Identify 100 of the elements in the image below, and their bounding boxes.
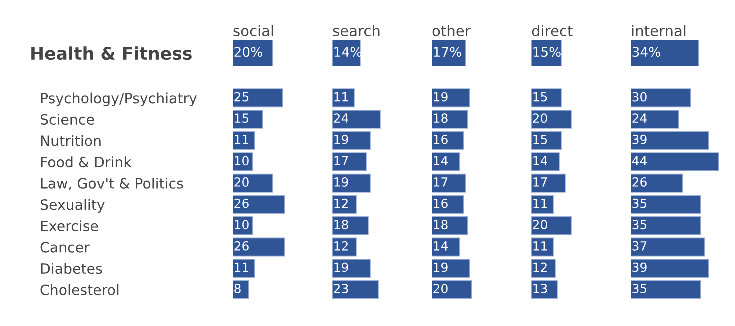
data-label: 20% [234, 47, 262, 58]
bar [631, 195, 702, 214]
data-label: 26 [632, 178, 647, 187]
data-label: 19 [434, 92, 448, 102]
y-tick-label: Cancer [40, 242, 90, 253]
data-label: 10 [235, 220, 249, 230]
bar [532, 259, 556, 278]
y-tick-label: Nutrition [41, 135, 101, 146]
bar [332, 259, 371, 278]
data-label: 14 [534, 156, 548, 166]
bar [532, 152, 560, 172]
bar [532, 216, 572, 236]
y-tick-label: Exercise [41, 220, 98, 232]
data-label: 20 [533, 220, 548, 230]
data-label: 17% [434, 47, 462, 58]
data-label: 26 [234, 198, 249, 208]
text: search [333, 25, 380, 37]
bar [332, 216, 369, 236]
data-label: 11 [235, 135, 249, 144]
data-label: 11 [334, 92, 348, 102]
bar [432, 216, 468, 236]
bar [631, 110, 680, 129]
bar [631, 88, 692, 108]
data-label: 18 [334, 220, 348, 230]
data-label: 35 [632, 284, 647, 294]
bar [332, 280, 379, 300]
bar [432, 110, 468, 129]
y-tick-label: Psychology/Psychiatry [41, 92, 198, 106]
bar [332, 131, 371, 150]
bar [532, 280, 558, 300]
bar [233, 110, 264, 129]
bar [631, 131, 710, 150]
data-label: 12 [534, 262, 547, 272]
bar [432, 88, 470, 108]
data-label: 20 [533, 114, 548, 124]
data-label: 23 [334, 284, 348, 294]
text: direct [532, 25, 573, 37]
y-tick-label: Health & Fitness [32, 46, 192, 60]
data-label: 15 [235, 114, 249, 124]
y-tick-label: Sexuality [40, 199, 105, 213]
bar [332, 238, 357, 257]
bar [332, 174, 371, 193]
bar [532, 195, 554, 214]
data-label: 11 [235, 262, 249, 272]
bar [233, 195, 286, 214]
bar [532, 238, 554, 257]
data-label: 24 [334, 114, 349, 123]
data-label: 39 [632, 134, 647, 144]
bar [233, 280, 250, 300]
data-label: 35 [632, 220, 647, 230]
data-label: 16 [434, 134, 448, 144]
data-label: 14 [434, 242, 448, 251]
data-label: 39 [632, 262, 647, 272]
bar [332, 88, 355, 108]
data-label: 17 [534, 178, 548, 187]
bar [233, 174, 274, 193]
bar [631, 238, 706, 257]
data-label: 44 [632, 156, 648, 166]
data-label: 26 [234, 241, 249, 251]
data-label: 19 [334, 134, 348, 144]
data-label: 14 [434, 156, 448, 166]
bar [532, 110, 572, 129]
bar [332, 152, 367, 172]
y-tick-label: Food & Drink [41, 156, 132, 168]
data-label: 25 [234, 92, 249, 102]
bar [233, 238, 286, 257]
data-label: 18 [434, 114, 448, 124]
bar [432, 131, 464, 150]
bar [631, 280, 702, 300]
bar [233, 259, 256, 278]
y-tick-label: Science [40, 114, 94, 126]
data-label: 15 [534, 92, 548, 102]
data-label: 17 [434, 178, 448, 187]
data-label: 34% [632, 47, 660, 58]
bar [432, 280, 472, 300]
y-tick-label: Cholesterol [40, 284, 119, 296]
data-label: 19 [334, 178, 348, 187]
text: other [432, 25, 471, 37]
bar [631, 152, 720, 172]
bar [332, 195, 357, 214]
data-label: 18 [434, 220, 448, 230]
data-label: 10 [235, 156, 249, 166]
y-tick-label: Diabetes [41, 263, 102, 274]
bar [233, 131, 256, 150]
data-label: 30 [632, 92, 647, 102]
y-tick-label: Law, Gov't & Politics [41, 178, 184, 190]
data-label: 12 [334, 198, 348, 208]
text: social [234, 25, 274, 37]
data-label: 16 [434, 198, 448, 208]
data-label: 24 [632, 114, 648, 123]
data-label: 19 [334, 262, 348, 272]
data-label: 37 [632, 241, 647, 251]
data-label: 17 [334, 156, 348, 166]
data-label: 8 [234, 284, 241, 294]
bar [233, 216, 254, 236]
data-label: 11 [534, 242, 548, 251]
bar [631, 216, 702, 236]
bar [332, 110, 381, 129]
bar [233, 152, 254, 172]
bar [532, 88, 562, 108]
